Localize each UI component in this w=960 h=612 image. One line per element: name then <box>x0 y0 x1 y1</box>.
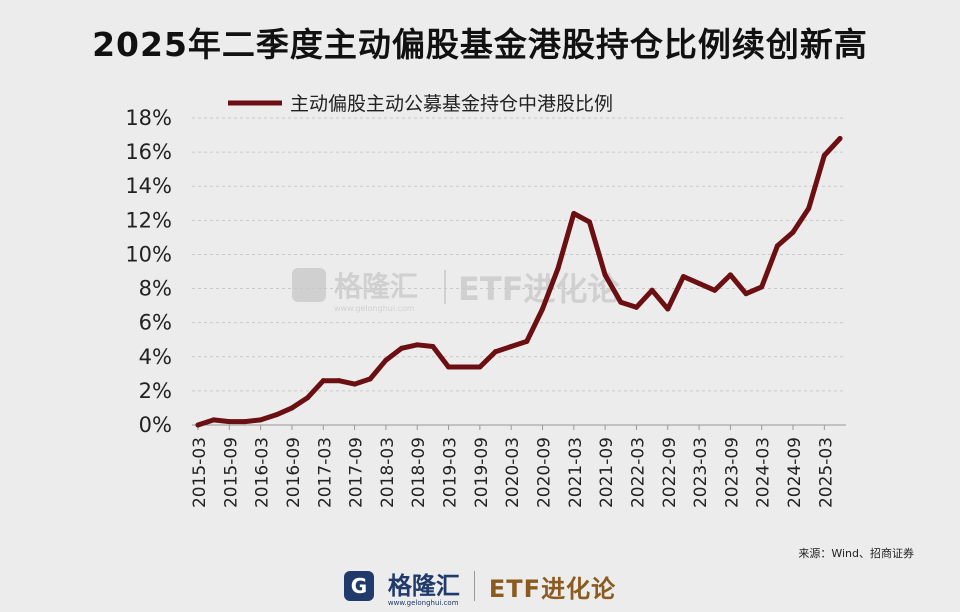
data-point <box>555 265 561 271</box>
footer-divider <box>473 571 475 601</box>
x-tick-label: 2022-09 <box>660 437 680 508</box>
y-tick-label: 0% <box>139 413 172 437</box>
data-point <box>273 412 279 418</box>
data-point <box>414 342 420 348</box>
data-point <box>524 338 530 344</box>
data-point <box>446 364 452 370</box>
y-axis: 0% 2% 4% 6% 8% 10% 12% 14% 16% 18% <box>125 106 172 437</box>
legend-label: 主动偏股主动公募基金持仓中港股比例 <box>290 93 613 115</box>
x-tick-label: 2021-03 <box>566 437 586 508</box>
data-point <box>258 417 264 423</box>
y-tick-label: 8% <box>139 277 172 301</box>
data-point <box>195 422 201 428</box>
x-tick-label: 2020-09 <box>534 437 554 508</box>
watermark-brand: 格隆汇 <box>334 270 418 303</box>
data-point <box>226 419 232 425</box>
x-tick-label: 2015-03 <box>190 437 210 508</box>
footer: G 格隆汇 www.gelonghui.com ETF进化论 <box>0 560 960 612</box>
data-point <box>743 291 749 297</box>
data-point <box>477 364 483 370</box>
data-point <box>712 287 718 293</box>
x-tick-label: 2015-09 <box>221 437 241 508</box>
data-point <box>539 306 545 312</box>
data-point <box>806 205 812 211</box>
footer-etf: ETF进化论 <box>488 574 617 603</box>
source-note: 来源：Wind、招商证券 <box>798 547 914 560</box>
x-tick-label: 2017-09 <box>347 437 367 508</box>
x-tick-label: 2019-03 <box>441 437 461 508</box>
watermark-logo-icon <box>292 268 326 302</box>
data-point <box>336 378 342 384</box>
y-tick-label: 10% <box>125 242 172 266</box>
footer-brand-block: 格隆汇 www.gelonghui.com <box>388 566 460 607</box>
chart-title: 2025年二季度主动偏股基金港股持仓比例续创新高 <box>92 25 868 64</box>
x-tick-label: 2023-09 <box>722 437 742 508</box>
data-point <box>430 344 436 350</box>
watermark-etf: ETF进化论 <box>458 270 621 308</box>
x-tick-label: 2024-03 <box>754 437 774 508</box>
x-tick-label: 2022-03 <box>628 437 648 508</box>
data-point <box>399 345 405 351</box>
data-point <box>352 381 358 387</box>
x-tick-label: 2023-03 <box>691 437 711 508</box>
data-point <box>759 284 765 290</box>
y-tick-label: 2% <box>139 379 172 403</box>
data-point <box>242 419 248 425</box>
series <box>195 135 843 428</box>
x-tick-label: 2020-03 <box>503 437 523 508</box>
x-tick-label: 2017-03 <box>315 437 335 508</box>
data-point <box>727 272 733 278</box>
x-tick-label: 2018-03 <box>378 437 398 508</box>
data-point <box>633 304 639 310</box>
x-tick-label: 2016-03 <box>253 437 273 508</box>
data-point <box>821 153 827 159</box>
data-point <box>367 376 373 382</box>
x-tick-label: 2024-09 <box>785 437 805 508</box>
x-axis: 2015-03 2015-09 2016-03 2016-09 2017-03 2017-… <box>190 424 846 508</box>
data-point <box>618 299 624 305</box>
data-point <box>680 274 686 280</box>
x-tick-label: 2021-09 <box>597 437 617 508</box>
data-point <box>649 287 655 293</box>
data-point <box>493 349 499 355</box>
gelonghui-logo-icon: G <box>343 571 374 601</box>
y-tick-label: 18% <box>125 106 172 130</box>
data-point <box>774 243 780 249</box>
footer-site: www.gelonghui.com <box>387 598 459 607</box>
data-point <box>305 395 311 401</box>
data-point <box>571 211 577 217</box>
series-line <box>195 136 843 428</box>
data-point <box>790 229 796 235</box>
watermark-divider <box>444 270 446 304</box>
legend: 主动偏股主动公募基金持仓中港股比例 <box>228 93 613 115</box>
data-point <box>586 219 592 225</box>
data-point <box>602 272 608 278</box>
data-point <box>508 344 514 350</box>
footer-brand: 格隆汇 <box>387 571 460 600</box>
data-point <box>383 357 389 363</box>
data-point <box>289 405 295 411</box>
y-tick-label: 4% <box>139 345 172 369</box>
x-tick-label: 2018-09 <box>409 437 429 508</box>
data-point <box>696 280 702 286</box>
y-tick-label: 6% <box>139 311 172 335</box>
x-tick-label: 2025-03 <box>816 437 836 508</box>
data-point <box>837 135 843 141</box>
data-point <box>211 417 217 423</box>
y-tick-label: 12% <box>125 208 172 232</box>
y-tick-label: 16% <box>125 140 172 164</box>
watermark-site: www.gelonghui.com <box>334 304 415 313</box>
data-point <box>665 306 671 312</box>
x-tick-label: 2019-09 <box>472 437 492 508</box>
data-point <box>320 378 326 384</box>
y-tick-label: 14% <box>125 174 172 198</box>
data-point <box>461 364 467 370</box>
x-tick-label: 2016-09 <box>284 437 304 508</box>
watermark: 格隆汇 www.gelonghui.com ETF进化论 <box>292 268 621 313</box>
